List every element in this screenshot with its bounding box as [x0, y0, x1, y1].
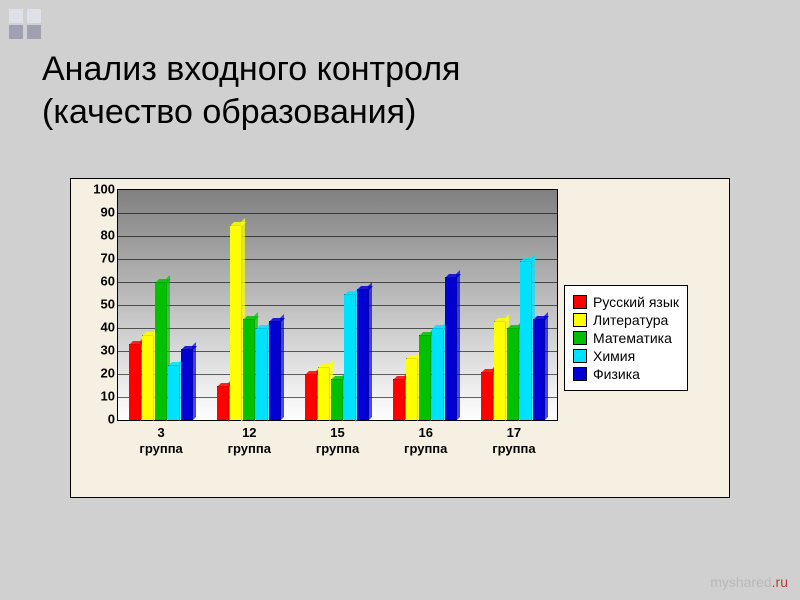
xtick-label: 15группа [293, 419, 381, 456]
slide-title: Анализ входного контроля (качество образ… [42, 48, 460, 133]
bar [344, 294, 356, 421]
legend-label: Русский язык [593, 294, 679, 310]
legend-item: Химия [573, 348, 679, 364]
legend-label: Математика [593, 330, 672, 346]
legend-item: Русский язык [573, 294, 679, 310]
xtick-label: 17группа [470, 419, 558, 456]
bar [142, 335, 154, 420]
ytick-label: 40 [81, 320, 115, 335]
legend-label: Литература [593, 312, 668, 328]
bar [481, 372, 493, 420]
ytick-label: 100 [81, 182, 115, 197]
bar-group [118, 190, 206, 420]
legend-item: Математика [573, 330, 679, 346]
legend-swatch [573, 313, 587, 327]
x-axis-labels: 3группа12группа15группа16группа17группа [117, 419, 558, 456]
watermark-text: myshared [710, 574, 771, 590]
slide-corner-decoration [8, 8, 42, 40]
legend-swatch [573, 349, 587, 363]
legend-label: Физика [593, 366, 640, 382]
bar [230, 225, 242, 421]
bar [406, 358, 418, 420]
bar [269, 321, 281, 420]
bar-group [469, 190, 557, 420]
bar [318, 367, 330, 420]
title-line-2: (качество образования) [42, 91, 460, 134]
watermark-suffix: .ru [772, 574, 788, 590]
legend-item: Физика [573, 366, 679, 382]
legend-swatch [573, 295, 587, 309]
xtick-label: 16группа [382, 419, 470, 456]
bar [432, 328, 444, 420]
bar [494, 321, 506, 420]
bar-group [206, 190, 294, 420]
bar [419, 335, 431, 420]
bar [168, 365, 180, 420]
bar [331, 379, 343, 420]
ytick-label: 0 [81, 412, 115, 427]
bar [217, 386, 229, 421]
bar [357, 289, 369, 420]
watermark: myshared.ru [710, 574, 788, 590]
ytick-label: 30 [81, 343, 115, 358]
bar-groups [118, 190, 557, 420]
bar [256, 328, 268, 420]
legend: Русский язык Литература Математика Химия Физ… [564, 285, 688, 391]
bar [520, 261, 532, 420]
legend-swatch [573, 367, 587, 381]
bar [393, 379, 405, 420]
bar [181, 349, 193, 420]
bar [305, 374, 317, 420]
plot-area [117, 189, 558, 421]
ytick-label: 80 [81, 228, 115, 243]
bar [243, 319, 255, 420]
ytick-label: 90 [81, 205, 115, 220]
xtick-label: 3группа [117, 419, 205, 456]
bar-group [381, 190, 469, 420]
bar [507, 328, 519, 420]
bar-group [294, 190, 382, 420]
bar [155, 282, 167, 420]
bar [533, 319, 545, 420]
ytick-label: 60 [81, 274, 115, 289]
legend-swatch [573, 331, 587, 345]
title-line-1: Анализ входного контроля [42, 48, 460, 91]
legend-label: Химия [593, 348, 635, 364]
bar [445, 277, 457, 420]
chart-panel: 0 10 20 30 40 50 60 70 80 90 100 3группа12группа15… [70, 178, 730, 498]
legend-item: Литература [573, 312, 679, 328]
ytick-label: 10 [81, 389, 115, 404]
ytick-label: 50 [81, 297, 115, 312]
ytick-label: 70 [81, 251, 115, 266]
bar [129, 344, 141, 420]
ytick-label: 20 [81, 366, 115, 381]
xtick-label: 12группа [205, 419, 293, 456]
